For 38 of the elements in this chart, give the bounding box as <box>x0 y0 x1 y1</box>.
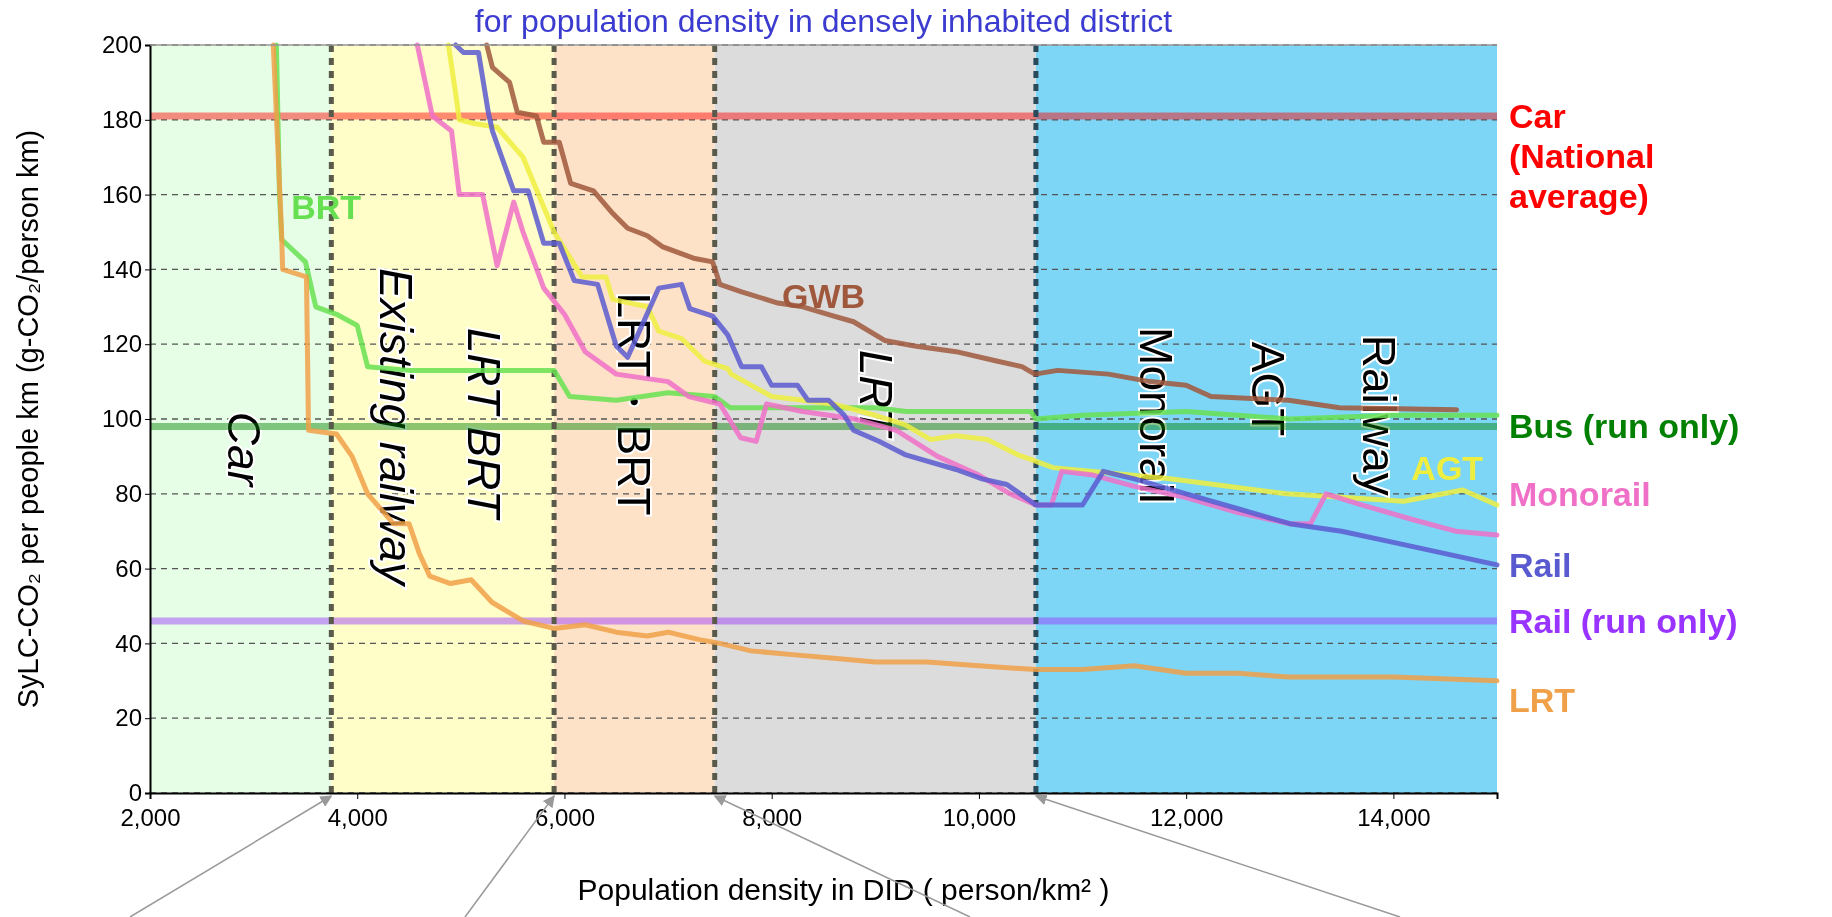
series-label: LRT <box>1509 680 1576 719</box>
series-label: GWB <box>781 277 866 316</box>
x-tick-label: 2,000 <box>120 804 181 832</box>
ref-line-label: Car (National average) <box>1509 97 1655 216</box>
annotation: LRT <box>849 349 902 439</box>
y-tick-label: 160 <box>101 180 142 208</box>
annotation: Car <box>217 411 270 488</box>
annotation: LRT・BRT <box>607 292 660 516</box>
x-tick-label: 6,000 <box>534 804 595 832</box>
annotation: Railway <box>1352 334 1405 496</box>
series-label: BRT <box>291 187 362 226</box>
series-label: Rail <box>1509 545 1572 584</box>
annotation: Existing railway <box>370 267 423 588</box>
y-tick-label: 200 <box>101 31 142 59</box>
series-label: AGT <box>1411 449 1484 488</box>
y-tick-label: 180 <box>101 105 142 133</box>
x-tick-label: 4,000 <box>327 804 388 832</box>
annotation: LRT BRT <box>457 327 510 521</box>
y-tick-label: 40 <box>115 629 142 657</box>
ref-line-label: Rail (run only) <box>1509 601 1738 640</box>
chart-title: for population density in densely inhabited district <box>474 3 1173 39</box>
series-label: Monorail <box>1509 474 1651 513</box>
y-tick-label: 140 <box>101 255 142 283</box>
x-tick-label: 14,000 <box>1357 804 1431 832</box>
y-tick-label: 80 <box>115 479 142 507</box>
x-tick-label: 10,000 <box>942 804 1017 832</box>
x-axis-title: Population density in DID ( person/km² ) <box>577 873 1110 906</box>
x-tick-label: 12,000 <box>1149 804 1224 832</box>
annotation: Monorail <box>1130 327 1183 504</box>
y-tick-label: 20 <box>115 704 142 732</box>
x-tick-label: 8,000 <box>742 804 803 832</box>
y-tick-label: 120 <box>101 330 142 358</box>
annotation: AGT <box>1241 341 1294 437</box>
y-axis-title: SyLC-CO₂ per people km (g-CO₂/person km) <box>12 129 44 709</box>
y-tick-label: 60 <box>115 554 142 582</box>
ref-line-label: Bus (run only) <box>1509 407 1740 446</box>
y-tick-label: 100 <box>101 405 142 433</box>
y-tick-label: 0 <box>128 779 142 807</box>
